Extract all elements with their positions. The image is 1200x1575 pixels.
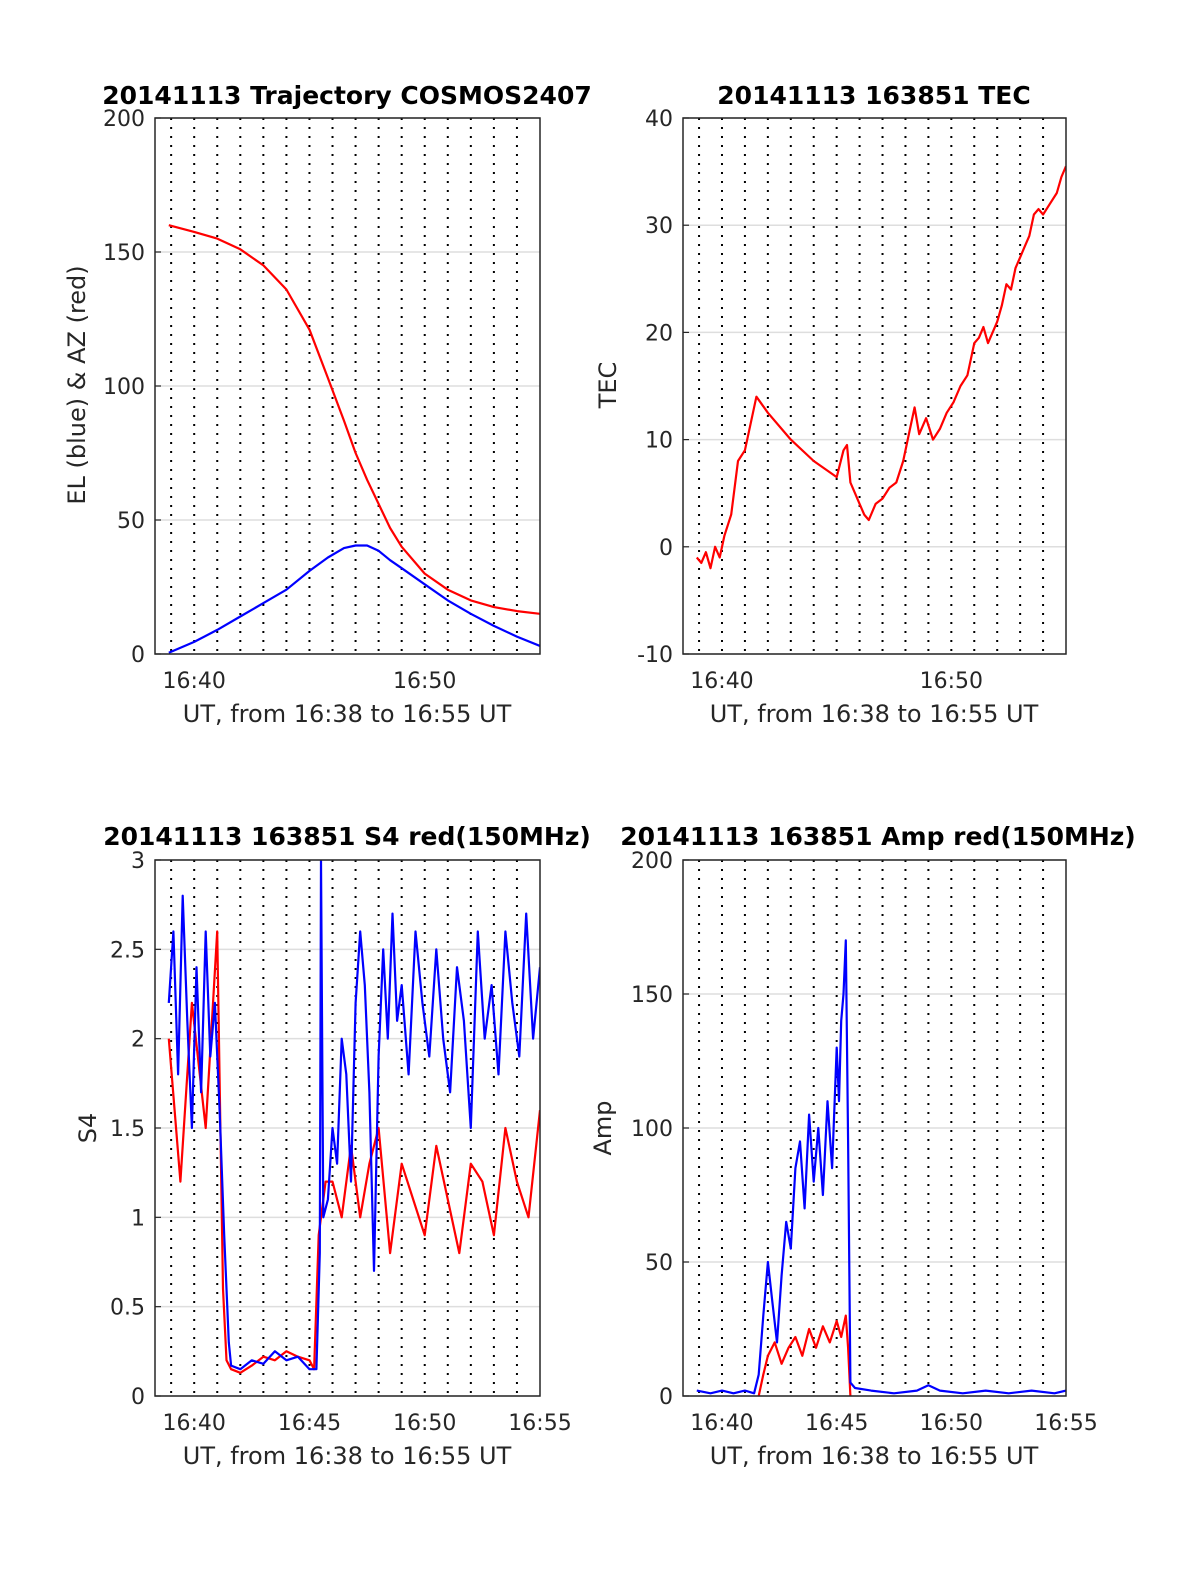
s4-xtick-label: 16:45 bbox=[278, 1411, 341, 1436]
amp-title: 20141113 163851 Amp red(150MHz) bbox=[620, 822, 1136, 851]
trajectory-xlabel: UT, from 16:38 to 16:55 UT bbox=[183, 700, 512, 728]
tec-ytick-label: -10 bbox=[637, 643, 673, 668]
tec-ytick-label: 40 bbox=[645, 107, 673, 132]
s4-xtick-label: 16:40 bbox=[162, 1411, 225, 1436]
amp-ytick-label: 0 bbox=[659, 1385, 673, 1410]
tec-ylabel: TEC bbox=[594, 362, 622, 410]
amp-ytick-label: 200 bbox=[631, 849, 673, 874]
trajectory-ytick-label: 100 bbox=[103, 375, 145, 400]
s4-axes-box bbox=[154, 859, 541, 1397]
amp-ytick-label: 50 bbox=[645, 1251, 673, 1276]
amp-series-line-red bbox=[757, 1314, 852, 1396]
tec-series-line-red bbox=[695, 165, 1066, 570]
trajectory-panel: 20141113 Trajectory COSMOS2407 UT, from … bbox=[63, 81, 592, 728]
trajectory-ytick-label: 150 bbox=[103, 241, 145, 266]
s4-series-line-red bbox=[167, 930, 540, 1374]
tec-xlabel: UT, from 16:38 to 16:55 UT bbox=[710, 700, 1039, 728]
s4-title: 20141113 163851 S4 red(150MHz) bbox=[103, 822, 591, 851]
tec-title: 20141113 163851 TEC bbox=[717, 81, 1030, 110]
amp-xtick-label: 16:55 bbox=[1034, 1411, 1097, 1436]
s4-panel: 20141113 163851 S4 red(150MHz) UT, from … bbox=[74, 822, 591, 1470]
s4-ytick-label: 1.5 bbox=[110, 1117, 145, 1142]
trajectory-ytick-label: 200 bbox=[103, 107, 145, 132]
tec-ytick-label: 0 bbox=[659, 536, 673, 561]
amp-series-line-blue bbox=[696, 939, 1066, 1395]
amp-panel: 20141113 163851 Amp red(150MHz) UT, from… bbox=[589, 822, 1136, 1470]
amp-xtick-label: 16:50 bbox=[920, 1411, 983, 1436]
trajectory-ytick-label: 0 bbox=[131, 643, 145, 668]
s4-xtick-label: 16:50 bbox=[393, 1411, 456, 1436]
s4-series-line-blue bbox=[167, 860, 540, 1371]
amp-axes-box bbox=[682, 859, 1067, 1397]
amp-xtick-label: 16:45 bbox=[805, 1411, 868, 1436]
trajectory-series-line-red bbox=[168, 224, 540, 615]
amp-ytick-label: 100 bbox=[631, 1117, 673, 1142]
s4-ytick-label: 3 bbox=[131, 849, 145, 874]
trajectory-axes-box bbox=[154, 117, 541, 655]
tec-panel: 20141113 163851 TEC UT, from 16:38 to 16… bbox=[594, 81, 1067, 728]
s4-ytick-label: 1 bbox=[131, 1206, 145, 1231]
s4-ytick-label: 0.5 bbox=[110, 1296, 145, 1321]
trajectory-xtick-label: 16:40 bbox=[162, 669, 225, 694]
s4-xlabel: UT, from 16:38 to 16:55 UT bbox=[183, 1442, 512, 1470]
trajectory-series-line-blue bbox=[168, 544, 540, 654]
s4-ytick-label: 2.5 bbox=[110, 938, 145, 963]
s4-ytick-label: 2 bbox=[131, 1028, 145, 1053]
tec-ytick-label: 30 bbox=[645, 214, 673, 239]
tec-ytick-label: 20 bbox=[645, 321, 673, 346]
tec-ytick-label: 10 bbox=[645, 429, 673, 454]
s4-xtick-label: 16:55 bbox=[508, 1411, 571, 1436]
s4-ylabel: S4 bbox=[74, 1113, 102, 1144]
trajectory-ylabel: EL (blue) & AZ (red) bbox=[63, 265, 91, 504]
trajectory-ytick-label: 50 bbox=[117, 509, 145, 534]
amp-xtick-label: 16:40 bbox=[690, 1411, 753, 1436]
trajectory-xtick-label: 16:50 bbox=[393, 669, 456, 694]
amp-ytick-label: 150 bbox=[631, 983, 673, 1008]
tec-axes-box bbox=[682, 117, 1067, 655]
amp-ylabel: Amp bbox=[589, 1100, 617, 1155]
amp-xlabel: UT, from 16:38 to 16:55 UT bbox=[710, 1442, 1039, 1470]
trajectory-title: 20141113 Trajectory COSMOS2407 bbox=[102, 81, 592, 110]
tec-xtick-label: 16:50 bbox=[920, 669, 983, 694]
tec-xtick-label: 16:40 bbox=[690, 669, 753, 694]
s4-ytick-label: 0 bbox=[131, 1385, 145, 1410]
